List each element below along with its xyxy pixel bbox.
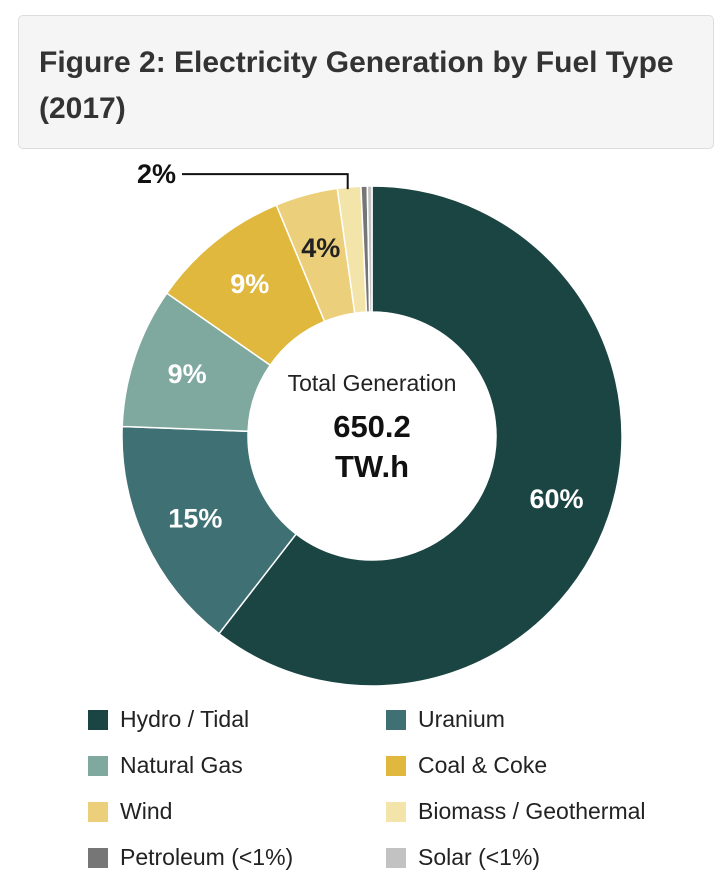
legend-item: Natural Gas (88, 752, 243, 779)
legend-swatch (88, 709, 108, 730)
center-label: Total Generation (288, 370, 457, 396)
slice-7 (366, 185, 373, 313)
legend-swatch (88, 847, 108, 868)
legend-item: Hydro / Tidal (88, 706, 249, 733)
legend-item: Biomass / Geothermal (386, 798, 646, 825)
slice-1 (121, 425, 298, 635)
legend-swatch (386, 755, 406, 776)
data-label-0: 60% (529, 484, 583, 514)
data-label-2: 9% (168, 359, 207, 389)
figure-title: Figure 2: Electricity Generation by Fuel… (39, 46, 674, 125)
legend-label: Uranium (418, 706, 505, 732)
slice-0 (217, 185, 623, 687)
data-label-5: 2% (137, 159, 176, 189)
legend-swatch (386, 847, 406, 868)
legend-label: Solar (<1%) (418, 844, 541, 870)
legend-swatch (386, 801, 406, 822)
donut-chart: 60% 15% 9% 9% 4% 2% Total Generation 650.2 TW.h (121, 159, 623, 687)
legend-item: Uranium (386, 706, 505, 733)
legend-label: Natural Gas (120, 752, 243, 778)
legend-item: Solar (<1%) (386, 844, 540, 871)
legend-label: Wind (120, 798, 173, 824)
legend-label: Biomass / Geothermal (418, 798, 646, 824)
data-label-3: 9% (230, 269, 269, 299)
legend-label: Coal & Coke (418, 752, 548, 778)
center-value: 650.2 (333, 409, 411, 444)
data-label-4: 4% (301, 233, 340, 263)
legend-swatch (88, 801, 108, 822)
legend-swatch (88, 755, 108, 776)
legend-label: Petroleum (<1%) (120, 844, 294, 870)
center-unit: TW.h (335, 449, 409, 484)
legend-item: Coal & Coke (386, 752, 547, 779)
figure-title-box: Figure 2: Electricity Generation by Fuel… (18, 15, 714, 149)
legend-swatch (386, 709, 406, 730)
leader-line (182, 173, 349, 190)
legend-item: Wind (88, 798, 172, 825)
legend-label: Hydro / Tidal (120, 706, 250, 732)
data-label-1: 15% (168, 504, 222, 534)
legend-item: Petroleum (<1%) (88, 844, 293, 871)
